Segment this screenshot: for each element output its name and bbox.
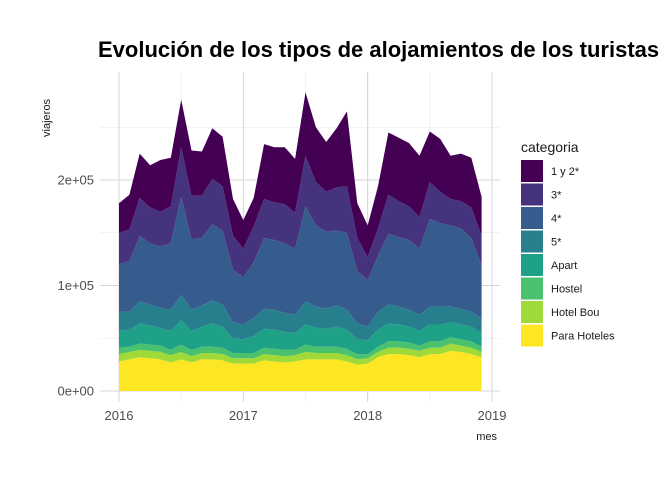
x-axis-title: mes [476, 431, 497, 443]
x-tick-label: 2018 [353, 408, 382, 423]
legend-label-1-y-2: 1 y 2* [551, 166, 580, 178]
x-tick-label: 2016 [105, 408, 134, 423]
y-tick-label: 0e+00 [57, 384, 94, 399]
legend-swatch-3 [521, 183, 543, 206]
area-3 [119, 147, 482, 281]
legend-swatch-para-hoteles [521, 324, 543, 347]
area-1-y-2 [119, 92, 482, 258]
legend-label-4: 4* [551, 213, 562, 225]
legend-label-hostel: Hostel [551, 284, 582, 296]
legend-label-hotel-bou: Hotel Bou [551, 307, 599, 319]
legend-swatch-4 [521, 207, 543, 229]
y-tick-label: 1e+05 [57, 278, 94, 293]
legend-swatch-1-y-2 [521, 160, 543, 182]
x-tick-label: 2019 [478, 408, 507, 423]
chart-title: Evolución de los tipos de alojamientos d… [98, 37, 659, 62]
area-hostel [119, 337, 482, 360]
legend-label-5: 5* [551, 237, 562, 249]
legend: categoria 1 y 2* 3* 4* 5* Apart Hostel Hotel B… [521, 139, 615, 347]
x-axis: 2016 2017 2018 2019 [105, 408, 507, 423]
y-axis: 0e+00 1e+05 2e+05 [57, 173, 94, 399]
legend-swatch-apart [521, 254, 543, 276]
area-5 [119, 295, 482, 341]
legend-title: categoria [521, 139, 579, 155]
legend-swatch-hotel-bou [521, 301, 543, 323]
legend-swatch-hostel [521, 277, 543, 300]
legend-swatch-5 [521, 230, 543, 253]
area-para-hoteles [119, 350, 482, 391]
legend-label-apart: Apart [551, 260, 577, 272]
legend-label-3: 3* [551, 190, 562, 202]
area-4 [119, 196, 482, 327]
area-apart [119, 320, 482, 355]
y-axis-title: viajeros [41, 99, 53, 137]
area-layer [119, 92, 482, 391]
y-tick-label: 2e+05 [57, 173, 94, 188]
legend-label-para-hoteles: Para Hoteles [551, 331, 615, 343]
x-tick-label: 2017 [229, 408, 258, 423]
area-hotel-bou [119, 343, 482, 365]
